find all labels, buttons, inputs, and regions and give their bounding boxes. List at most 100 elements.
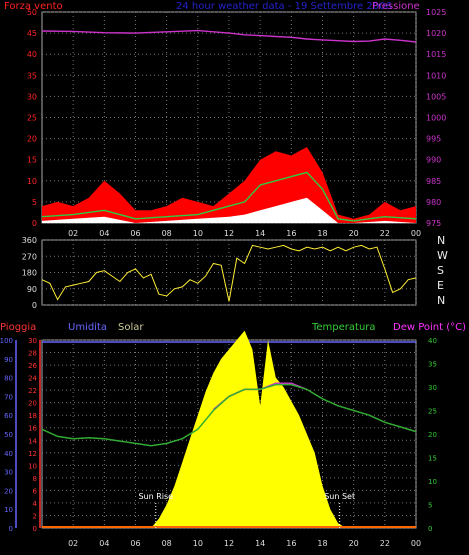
humidity-tick-label: 0 (9, 525, 13, 533)
legend-label: Dew Point (°C) (393, 322, 466, 333)
pressure-axis-label: Pressione (372, 1, 420, 12)
rain-tick-label: 22 (28, 387, 37, 395)
humidity-tick-label: 70 (4, 393, 13, 401)
pressure-tick-label: 995 (426, 135, 441, 144)
wind-tick-label: 30 (27, 92, 37, 101)
bottom-x-ticks: 02 04 06 08 10 12 14 16 18 20 22 00 (68, 539, 421, 548)
humidity-ticks: 0 10 20 30 40 50 60 70 80 90 100 (0, 337, 13, 533)
temperature-tick-label: 15 (428, 455, 437, 463)
direction-marks (41, 244, 417, 302)
humidity-tick-label: 40 (4, 450, 13, 458)
wind-ticks: 0 5 10 15 20 25 30 35 40 45 50 (27, 8, 37, 228)
temperature-tick-label: 20 (428, 431, 437, 439)
compass-label: E (437, 279, 444, 292)
x-tick-label: 14 (255, 539, 265, 548)
rain-tick-label: 16 (28, 425, 37, 433)
legend-label: Temperatura (311, 322, 376, 333)
pressure-ticks: 975 980 985 990 995 1000 1005 1010 1015 1020 1025 (426, 8, 446, 228)
x-tick-label: 02 (68, 229, 78, 238)
temperature-line (41, 383, 417, 447)
rain-tick-label: 6 (33, 487, 38, 495)
x-tick-label: 06 (130, 229, 140, 238)
x-tick-label: 16 (286, 229, 296, 238)
rain-tick-label: 18 (28, 412, 37, 420)
direction-grid (42, 239, 417, 306)
direction-tick-label: 270 (22, 252, 37, 261)
wind-tick-label: 25 (27, 114, 37, 123)
bottom-legend: Pioggia Umidita Solar Temperatura Dew Point … (0, 322, 466, 333)
rain-tick-label: 26 (28, 362, 37, 370)
solar-area (151, 330, 346, 528)
direction-line (41, 244, 417, 302)
legend-label: Pioggia (0, 322, 36, 333)
temperature-tick-label: 25 (428, 408, 437, 416)
pressure-tick-label: 990 (426, 156, 441, 165)
direction-tick-label: 90 (27, 285, 37, 294)
wind-tick-label: 40 (27, 50, 37, 59)
pressure-tick-label: 1000 (426, 114, 446, 123)
bottom-marks (41, 330, 417, 528)
x-tick-label: 04 (99, 539, 109, 548)
temperature-tick-label: 30 (428, 384, 437, 392)
humidity-tick-label: 90 (4, 356, 13, 364)
sun-annotation-label: Sun Rise (138, 492, 173, 501)
humidity-tick-label: 20 (4, 487, 13, 495)
temperature-tick-label: 0 (428, 525, 432, 533)
rain-tick-label: 12 (28, 450, 37, 458)
sun-annotations: Sun Rise Sun Set (138, 492, 355, 528)
humidity-tick-label: 10 (4, 506, 13, 514)
wind-tick-label: 0 (32, 219, 37, 228)
direction-tick-label: 180 (22, 269, 37, 278)
x-tick-label: 00 (411, 539, 421, 548)
wind-tick-label: 50 (27, 8, 37, 17)
rain-tick-label: 0 (33, 525, 37, 533)
rain-tick-label: 20 (28, 400, 37, 408)
temperature-tick-label: 40 (428, 337, 437, 345)
compass-label: W (437, 249, 448, 262)
x-tick-label: 04 (99, 229, 109, 238)
pressure-tick-label: 975 (426, 219, 441, 228)
x-tick-label: 20 (349, 229, 359, 238)
temperature-tick-label: 10 (428, 478, 437, 486)
x-tick-label: 20 (349, 539, 359, 548)
rain-tick-label: 4 (33, 500, 38, 508)
pressure-tick-label: 1020 (426, 29, 446, 38)
wind-tick-label: 45 (27, 29, 37, 38)
sun-annotation-label: Sun Set (324, 492, 355, 501)
x-tick-label: 08 (162, 229, 172, 238)
rain-tick-label: 2 (33, 512, 37, 520)
rain-tick-label: 30 (28, 337, 37, 345)
x-tick-label: 14 (255, 229, 265, 238)
wind-pressure-marks (41, 29, 417, 223)
temperature-tick-label: 35 (428, 361, 437, 369)
humidity-tick-label: 80 (4, 375, 13, 383)
wind-tick-label: 15 (27, 156, 37, 165)
pressure-tick-label: 1010 (426, 71, 446, 80)
direction-tick-label: 360 (22, 236, 37, 245)
wind-avg-line (41, 171, 417, 222)
legend-label: Umidita (68, 322, 107, 333)
direction-degree-ticks: 0 90 180 270 360 (22, 236, 37, 310)
wind-x-ticks: 02 04 06 08 10 12 14 16 18 20 22 00 (68, 229, 421, 238)
compass-label: S (437, 264, 444, 277)
pressure-tick-label: 1025 (426, 8, 446, 17)
wind-tick-label: 10 (27, 177, 37, 186)
rain-tick-label: 10 (28, 462, 37, 470)
wind-tick-label: 35 (27, 71, 37, 80)
pressure-line (41, 29, 417, 43)
x-tick-label: 12 (224, 229, 234, 238)
compass-label: N (437, 234, 445, 247)
pressure-tick-label: 985 (426, 177, 441, 186)
wind-gust-area (42, 147, 416, 223)
legend-label: Solar (118, 322, 144, 333)
wind-tick-label: 5 (32, 198, 37, 207)
pressure-tick-label: 1015 (426, 50, 446, 59)
x-tick-label: 06 (130, 539, 140, 548)
pressure-tick-label: 980 (426, 198, 441, 207)
direction-tick-label: 0 (32, 301, 37, 310)
wind-axis-label: Forza vento (4, 1, 63, 12)
rain-tick-label: 24 (28, 375, 37, 383)
